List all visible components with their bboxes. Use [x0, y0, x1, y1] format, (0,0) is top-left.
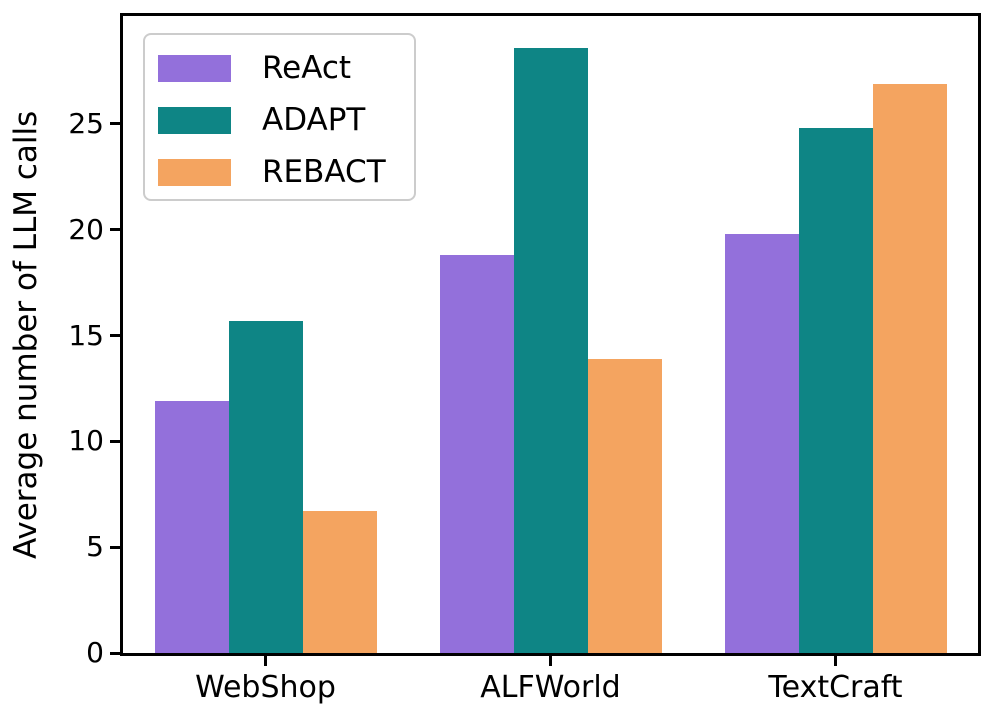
y-tick-mark: [110, 122, 121, 126]
bar-react-textcraft: [724, 233, 799, 653]
x-tick-mark: [549, 656, 552, 666]
x-tick-label: TextCraft: [768, 670, 903, 705]
bar-react-alfworld: [439, 255, 514, 653]
y-tick-label: 20: [68, 212, 104, 246]
bar-rebact-webshop: [302, 511, 377, 653]
legend-swatch-adapt: [158, 106, 231, 134]
y-tick-label: 10: [68, 424, 104, 458]
y-tick-mark: [110, 228, 121, 232]
y-tick-label: 25: [68, 106, 104, 140]
x-tick-mark: [264, 656, 267, 666]
x-tick-label: WebShop: [195, 670, 336, 705]
bar-adapt-alfworld: [513, 47, 588, 653]
bar-adapt-webshop: [228, 320, 303, 653]
y-tick-label: 5: [86, 530, 104, 564]
y-tick-mark: [110, 545, 121, 549]
y-tick-label: 15: [68, 318, 104, 352]
x-tick-mark: [834, 656, 837, 666]
y-tick-mark: [110, 439, 121, 443]
bar-rebact-alfworld: [587, 358, 662, 653]
y-tick-mark: [110, 334, 121, 338]
legend: ReAct ADAPT REBACT: [143, 33, 416, 201]
x-tick-label: ALFWorld: [480, 670, 621, 705]
bar-rebact-textcraft: [872, 83, 947, 653]
legend-label-react: ReAct: [262, 50, 352, 86]
bar-react-webshop: [154, 401, 229, 653]
bar-adapt-textcraft: [798, 128, 873, 653]
legend-entry-react: ReAct: [158, 42, 414, 94]
y-tick-label: 0: [86, 636, 104, 669]
legend-label-adapt: ADAPT: [262, 102, 366, 138]
legend-swatch-rebact: [158, 158, 231, 186]
legend-label-rebact: REBACT: [262, 154, 386, 190]
plot-area: [120, 13, 981, 656]
legend-entry-rebact: REBACT: [158, 146, 414, 198]
legend-entry-adapt: ADAPT: [158, 94, 414, 146]
legend-swatch-react: [158, 54, 231, 82]
y-tick-mark: [110, 651, 121, 655]
